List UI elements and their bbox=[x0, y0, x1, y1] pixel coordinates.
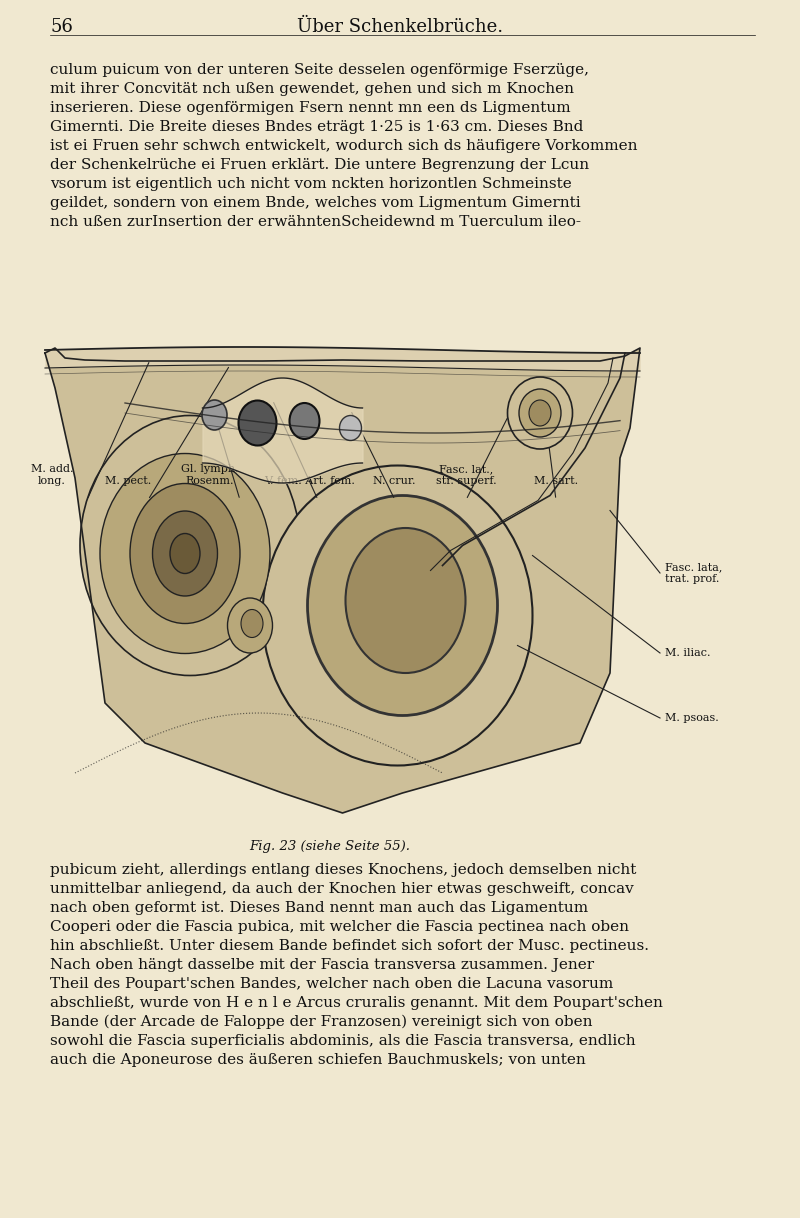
Text: inserieren. Diese ogenförmigen Fsern nennt mn een ds Ligmentum: inserieren. Diese ogenförmigen Fsern nen… bbox=[50, 101, 570, 114]
Text: M. add.
long.: M. add. long. bbox=[30, 464, 74, 486]
Ellipse shape bbox=[307, 496, 498, 715]
Text: auch die Aponeurose des äußeren schiefen Bauchmuskels; von unten: auch die Aponeurose des äußeren schiefen… bbox=[50, 1054, 586, 1067]
Text: Fasc. lata,
trat. prof.: Fasc. lata, trat. prof. bbox=[665, 563, 722, 583]
Text: V. fem. Art. fem.: V. fem. Art. fem. bbox=[265, 476, 355, 486]
Text: culum puicum von der unteren Seite desselen ogenförmige Fserzüge,: culum puicum von der unteren Seite desse… bbox=[50, 63, 589, 77]
Text: M. iliac.: M. iliac. bbox=[665, 648, 710, 658]
Ellipse shape bbox=[80, 415, 300, 676]
Ellipse shape bbox=[529, 400, 551, 426]
Text: der Schenkelrüche ei Fruen erklärt. Die untere Begrenzung der Lcun: der Schenkelrüche ei Fruen erklärt. Die … bbox=[50, 158, 589, 172]
Polygon shape bbox=[45, 348, 640, 812]
Text: pubicum zieht, allerdings entlang dieses Knochens, jedoch demselben nicht: pubicum zieht, allerdings entlang dieses… bbox=[50, 864, 636, 877]
Text: nach oben geformt ist. Dieses Band nennt man auch das Ligamentum: nach oben geformt ist. Dieses Band nennt… bbox=[50, 901, 588, 915]
Text: hin abschließt. Unter diesem Bande befindet sich sofort der Musc. pectineus.: hin abschließt. Unter diesem Bande befin… bbox=[50, 939, 649, 952]
Ellipse shape bbox=[238, 401, 277, 446]
Text: geildet, sondern von einem Bnde, welches vom Ligmentum Gimernti: geildet, sondern von einem Bnde, welches… bbox=[50, 196, 581, 209]
Text: Bande (der Arcade de Faloppe der Franzosen) vereinigt sich von oben: Bande (der Arcade de Faloppe der Franzos… bbox=[50, 1015, 593, 1029]
Text: Fasc. lat.,
str. superf.: Fasc. lat., str. superf. bbox=[436, 464, 496, 486]
Text: M. pect.: M. pect. bbox=[105, 476, 151, 486]
Ellipse shape bbox=[241, 609, 263, 637]
Ellipse shape bbox=[153, 512, 218, 596]
Ellipse shape bbox=[227, 598, 273, 653]
Ellipse shape bbox=[100, 453, 270, 654]
Ellipse shape bbox=[202, 400, 227, 430]
Text: Gimernti. Die Breite dieses Bndes eträgt 1·25 is 1·63 cm. Dieses Bnd: Gimernti. Die Breite dieses Bndes eträgt… bbox=[50, 121, 583, 134]
Ellipse shape bbox=[519, 389, 561, 437]
Text: Fig. 23 (siehe Seite 55).: Fig. 23 (siehe Seite 55). bbox=[250, 840, 410, 853]
Ellipse shape bbox=[339, 415, 362, 441]
Text: nch ußen zurInsertion der erwähntenScheidewnd m Tuerculum ileo-: nch ußen zurInsertion der erwähntenSchei… bbox=[50, 216, 581, 229]
Text: N. crur.: N. crur. bbox=[373, 476, 415, 486]
Ellipse shape bbox=[170, 533, 200, 574]
Text: Cooperi oder die Fascia pubica, mit welcher die Fascia pectinea nach oben: Cooperi oder die Fascia pubica, mit welc… bbox=[50, 920, 629, 934]
Text: Gl. lymph.
Rosenm.: Gl. lymph. Rosenm. bbox=[181, 464, 239, 486]
Text: 56: 56 bbox=[50, 18, 73, 37]
Text: mit ihrer Concvität nch ußen gewendet, gehen und sich m Knochen: mit ihrer Concvität nch ußen gewendet, g… bbox=[50, 82, 574, 96]
Text: ist ei Fruen sehr schwch entwickelt, wodurch sich ds häufigere Vorkommen: ist ei Fruen sehr schwch entwickelt, wod… bbox=[50, 139, 638, 153]
Text: Theil des Poupart'schen Bandes, welcher nach oben die Lacuna vasorum: Theil des Poupart'schen Bandes, welcher … bbox=[50, 977, 614, 991]
Ellipse shape bbox=[346, 527, 466, 674]
Text: M. psoas.: M. psoas. bbox=[665, 713, 718, 723]
Text: unmittelbar anliegend, da auch der Knochen hier etwas geschweift, concav: unmittelbar anliegend, da auch der Knoch… bbox=[50, 882, 634, 896]
Text: Über Schenkelbrüche.: Über Schenkelbrüche. bbox=[297, 18, 503, 37]
Ellipse shape bbox=[262, 465, 533, 765]
Ellipse shape bbox=[507, 378, 573, 449]
Ellipse shape bbox=[130, 484, 240, 624]
Text: Nach oben hängt dasselbe mit der Fascia transversa zusammen. Jener: Nach oben hängt dasselbe mit der Fascia … bbox=[50, 959, 594, 972]
Text: vsorum ist eigentlich uch nicht vom nckten horizontlen Schmeinste: vsorum ist eigentlich uch nicht vom nckt… bbox=[50, 177, 572, 191]
Text: sowohl die Fascia superficialis abdominis, als die Fascia transversa, endlich: sowohl die Fascia superficialis abdomini… bbox=[50, 1034, 636, 1047]
Text: abschließt, wurde von H e n l e Arcus cruralis genannt. Mit dem Poupart'schen: abschließt, wurde von H e n l e Arcus cr… bbox=[50, 996, 663, 1010]
Ellipse shape bbox=[290, 403, 319, 438]
Text: M. sart.: M. sart. bbox=[534, 476, 578, 486]
